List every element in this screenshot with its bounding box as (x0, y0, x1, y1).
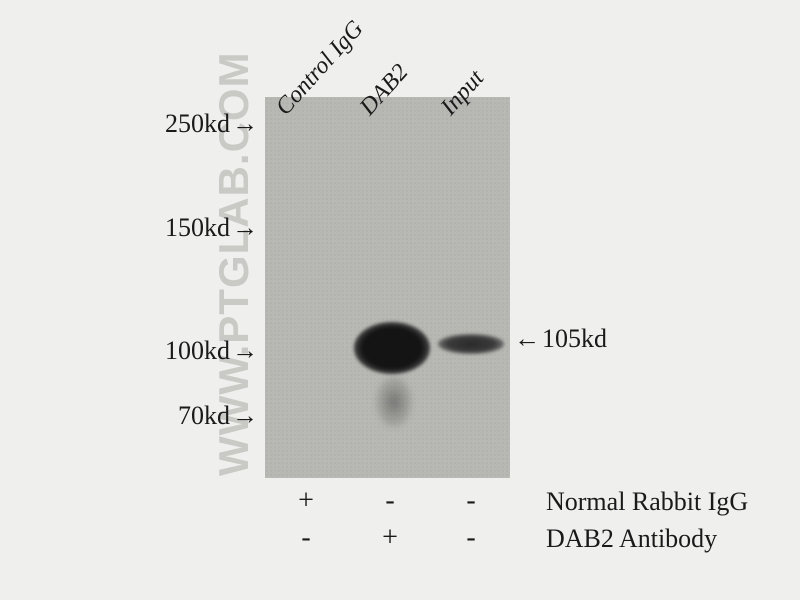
minus-sign: - (296, 522, 316, 554)
mw-label: 150kd (140, 213, 230, 243)
target-arrow-icon: ← (514, 324, 540, 354)
minus-sign: - (461, 522, 481, 554)
plus-sign: + (296, 485, 316, 517)
condition-row-label: Normal Rabbit IgG (546, 487, 748, 517)
mw-label: 250kd (140, 109, 230, 139)
mw-label: 100kd (140, 336, 230, 366)
minus-sign: - (461, 485, 481, 517)
plus-sign: + (380, 522, 400, 554)
minus-sign: - (380, 485, 400, 517)
arrow-right-icon: → (232, 109, 258, 139)
band-input (438, 334, 504, 354)
arrow-right-icon: → (232, 213, 258, 243)
arrow-right-icon: → (232, 401, 258, 431)
figure-root: WWW.PTGLAB.COM 250kd→150kd→100kd→70kd→ ←… (0, 0, 800, 600)
condition-row-label: DAB2 Antibody (546, 524, 717, 554)
target-band-label: 105kd (542, 324, 607, 354)
arrow-right-icon: → (232, 336, 258, 366)
mw-label: 70kd (140, 401, 230, 431)
band-dab2 (354, 322, 430, 374)
band-smear (376, 377, 412, 427)
